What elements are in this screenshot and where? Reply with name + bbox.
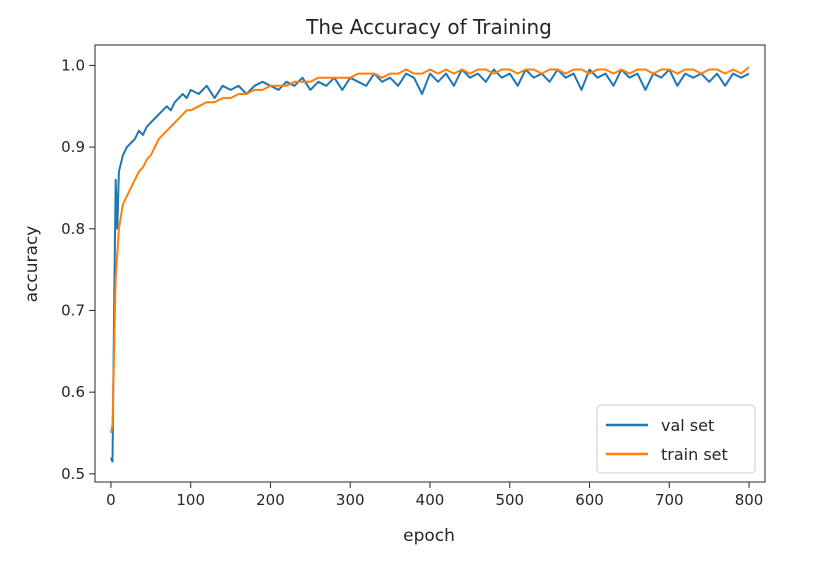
y-tick-label: 1.0 <box>61 56 85 74</box>
x-tick-label: 800 <box>735 491 764 509</box>
x-tick-label: 500 <box>495 491 524 509</box>
series-line-val-set <box>110 68 750 463</box>
chart-title: The Accuracy of Training <box>305 15 552 39</box>
x-tick-label: 600 <box>575 491 604 509</box>
x-tick-label: 200 <box>256 491 285 509</box>
legend-box <box>596 404 756 474</box>
series-layer <box>110 66 750 463</box>
legend-label-train-set: train set <box>661 445 728 464</box>
y-tick-label: 0.5 <box>61 465 85 483</box>
y-tick-label: 0.7 <box>61 301 85 319</box>
series-line-train-set <box>110 66 750 434</box>
legend: val set train set <box>596 404 756 474</box>
x-tick-label: 0 <box>106 491 116 509</box>
ticks-layer: 0 100 200 300 400 500 600 700 800 0.5 0.6 0.7 0.8 0.9… <box>61 56 763 509</box>
x-axis-label: epoch <box>403 526 455 546</box>
y-tick-label: 0.6 <box>61 383 85 401</box>
legend-label-val-set: val set <box>661 416 714 435</box>
x-tick-label: 300 <box>336 491 365 509</box>
x-tick-label: 400 <box>416 491 445 509</box>
x-tick-label: 700 <box>655 491 684 509</box>
x-tick-label: 100 <box>176 491 205 509</box>
y-axis-label: accuracy <box>22 226 42 303</box>
y-tick-label: 0.8 <box>61 220 85 238</box>
y-tick-label: 0.9 <box>61 138 85 156</box>
